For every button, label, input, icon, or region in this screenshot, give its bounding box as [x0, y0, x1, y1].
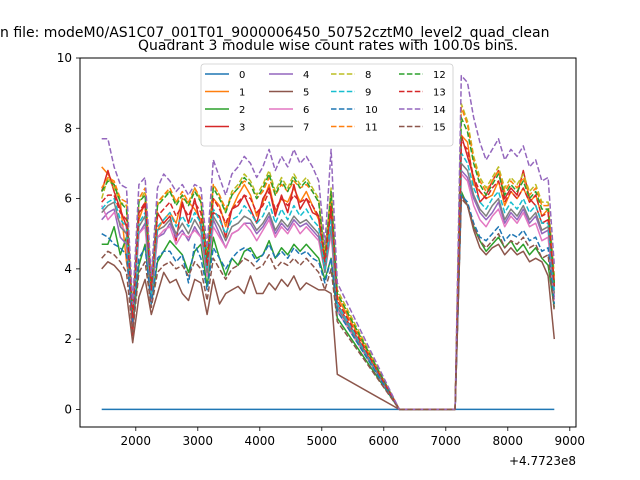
series-line-9: [101, 152, 556, 411]
legend-label-2: 2: [239, 105, 245, 116]
x-tick-label: 2000: [121, 434, 152, 448]
legend-label-3: 3: [239, 123, 245, 134]
legend-label-6: 6: [303, 105, 309, 116]
figure-suptitle: n file: modeM0/AS1C07_001T01_9000006450_…: [0, 25, 549, 41]
y-tick-label: 0: [64, 402, 72, 416]
series-line-10: [101, 194, 556, 411]
x-tick-label: 5000: [307, 434, 338, 448]
series-line-3: [100, 134, 556, 411]
legend-label-10: 10: [365, 105, 378, 116]
x-tick-label: 8000: [493, 434, 524, 448]
y-tick-label: 10: [57, 51, 72, 65]
x-tick-label: 3000: [183, 434, 214, 448]
series-line-7: [101, 162, 556, 411]
x-tick-label: 6000: [369, 434, 400, 448]
legend-label-13: 13: [433, 88, 446, 99]
legend-label-7: 7: [303, 123, 309, 134]
series-line-6: [101, 173, 556, 411]
series-layer: [100, 74, 556, 411]
legend-label-14: 14: [433, 105, 446, 116]
legend-label-8: 8: [365, 70, 371, 81]
x-tick-label: 4000: [245, 434, 276, 448]
chart-title: Quadrant 3 module wise count rates with …: [138, 38, 518, 54]
series-line-2: [101, 190, 556, 411]
legend-label-4: 4: [303, 70, 309, 81]
legend-label-11: 11: [365, 123, 378, 134]
y-tick-label: 6: [64, 192, 72, 206]
series-line-13: [101, 141, 556, 411]
legend-label-15: 15: [433, 123, 446, 134]
series-line-15: [101, 197, 556, 411]
x-axis-offset-label: +4.7723e8: [509, 454, 576, 468]
plot-frame: [79, 57, 577, 428]
y-axis: 0 2 4 6 8 10: [57, 51, 80, 416]
series-line-12: [101, 116, 556, 411]
series-line-8: [100, 102, 556, 411]
series-line-11: [101, 106, 556, 411]
x-axis: 2000 3000 4000 5000 6000 7000 8000 9000: [121, 427, 586, 448]
legend-label-5: 5: [303, 88, 309, 99]
legend-label-0: 0: [239, 70, 245, 81]
y-tick-label: 2: [64, 332, 72, 346]
y-tick-label: 8: [64, 121, 72, 135]
series-line-5: [101, 194, 556, 411]
legend-label-9: 9: [365, 88, 371, 99]
x-tick-label: 9000: [555, 434, 586, 448]
legend-label-1: 1: [239, 88, 245, 99]
y-tick-label: 4: [64, 262, 72, 276]
legend-label-12: 12: [433, 70, 446, 81]
legend-box: [200, 63, 454, 147]
x-tick-label: 7000: [431, 434, 462, 448]
